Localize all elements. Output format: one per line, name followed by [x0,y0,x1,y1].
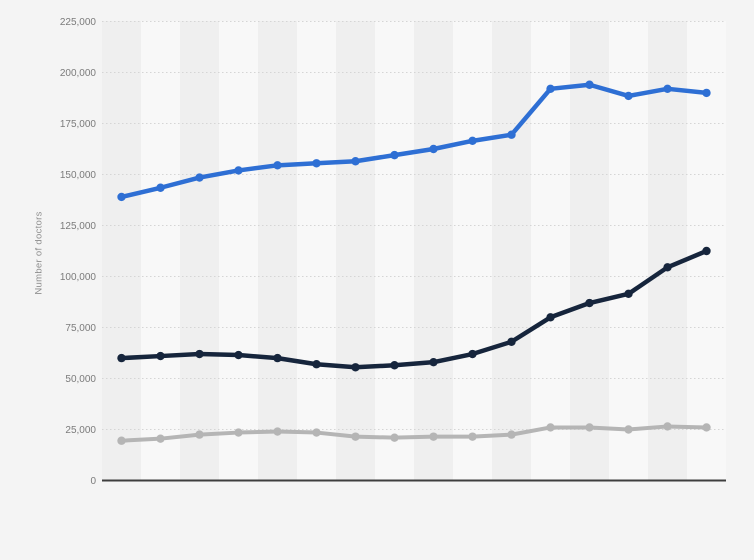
y-axis-tick-label: 125,000 [60,221,97,232]
data-point-marker-series-gray[interactable] [117,436,126,445]
data-point-marker-series-gray[interactable] [195,430,204,439]
data-point-marker-series-gray[interactable] [546,423,555,432]
data-point-marker-series-gray[interactable] [624,425,633,434]
data-point-marker-series-blue[interactable] [390,150,399,160]
plot-band [492,21,531,481]
plot-band [180,21,219,481]
data-point-marker-series-dark-navy[interactable] [312,360,321,369]
data-point-marker-series-dark-navy[interactable] [546,313,555,322]
data-point-marker-series-gray[interactable] [429,432,438,441]
line-series-blue [119,82,709,200]
data-point-marker-series-blue[interactable] [117,192,126,202]
data-point-marker-series-gray[interactable] [585,423,594,432]
y-axis-tick-label: 25,000 [65,425,96,436]
data-point-marker-series-dark-navy[interactable] [624,289,633,299]
data-point-marker-series-blue[interactable] [702,88,711,98]
data-point-marker-series-gray[interactable] [663,422,672,431]
data-point-marker-series-dark-navy[interactable] [156,351,165,361]
data-point-marker-series-gray[interactable] [468,432,477,441]
data-point-marker-series-blue[interactable] [546,84,555,94]
plot-band [648,21,687,481]
data-point-marker-series-gray[interactable] [273,427,282,436]
data-point-marker-series-gray[interactable] [351,432,360,441]
data-point-marker-series-blue[interactable] [312,159,321,168]
data-point-marker-series-dark-navy[interactable] [195,349,204,359]
plot-band [531,21,570,481]
plot-band [375,21,414,481]
data-point-marker-series-gray[interactable] [312,428,321,437]
data-point-marker-series-blue[interactable] [429,144,438,154]
plot-band [570,21,609,481]
y-axis-tick-label: 50,000 [65,374,96,385]
y-axis-tick-label: 150,000 [60,170,97,181]
y-axis-tick-label: 200,000 [60,68,97,79]
data-point-marker-series-gray[interactable] [390,433,399,442]
data-point-marker-series-blue[interactable] [663,84,672,94]
data-point-marker-series-dark-navy[interactable] [507,337,516,346]
data-point-marker-series-dark-navy[interactable] [702,246,711,256]
y-axis-tick-label: 75,000 [65,323,96,334]
data-point-marker-series-blue[interactable] [351,157,360,166]
data-point-marker-series-dark-navy[interactable] [390,361,399,370]
data-point-marker-series-dark-navy[interactable] [663,263,672,272]
y-axis-title: Number of doctors [33,211,45,295]
data-point-marker-series-blue[interactable] [507,130,516,139]
plot-band [102,21,141,481]
plot-band [141,21,180,481]
plot-band [336,21,375,481]
data-point-marker-series-gray[interactable] [234,428,243,437]
y-axis-tick-label: 0 [90,476,96,487]
data-point-marker-series-blue[interactable] [468,136,477,146]
data-point-marker-series-dark-navy[interactable] [117,353,126,363]
data-point-marker-series-blue[interactable] [156,183,165,192]
data-point-marker-series-dark-navy[interactable] [351,363,360,372]
plot-band [453,21,492,481]
data-point-marker-series-blue[interactable] [273,161,282,170]
data-point-marker-series-gray[interactable] [507,430,516,439]
data-point-marker-series-gray[interactable] [156,434,165,443]
data-point-marker-series-dark-navy[interactable] [468,349,477,359]
data-point-marker-series-dark-navy[interactable] [429,357,438,367]
line-series-gray [119,424,709,443]
data-point-marker-series-blue[interactable] [195,173,204,182]
data-point-marker-series-blue[interactable] [585,80,594,89]
y-axis-tick-label: 175,000 [60,119,97,130]
y-axis-tick-label: 100,000 [60,272,97,283]
data-point-marker-series-blue[interactable] [624,91,633,101]
data-point-marker-series-gray[interactable] [702,423,711,432]
plot-band [297,21,336,481]
y-axis-tick-label: 225,000 [60,17,97,28]
plot-band [219,21,258,481]
line-series-dark-navy [119,248,709,370]
plot-band [414,21,453,481]
data-point-marker-series-dark-navy[interactable] [273,353,282,363]
data-point-marker-series-dark-navy[interactable] [585,298,594,308]
data-point-marker-series-dark-navy[interactable] [234,350,243,360]
data-point-marker-series-blue[interactable] [234,166,243,175]
plot-band [258,21,297,481]
